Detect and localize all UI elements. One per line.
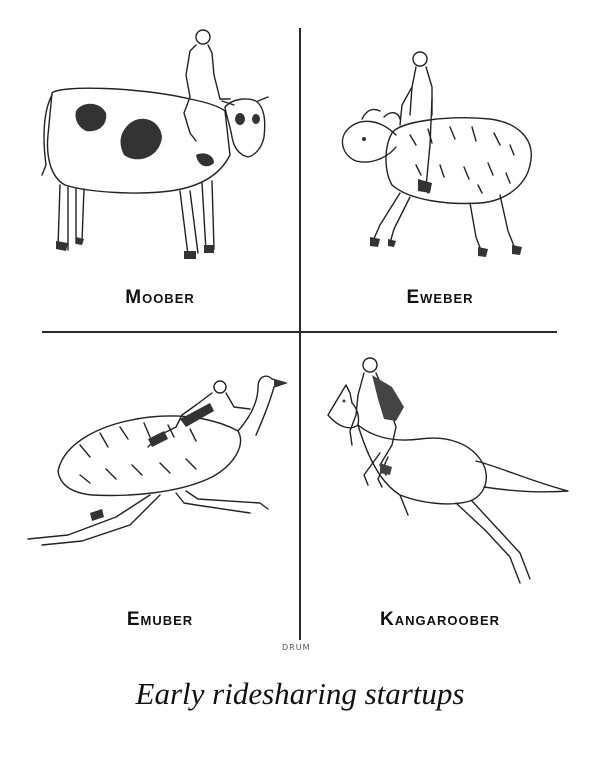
panel-label-moober: Moober	[125, 287, 195, 308]
panel-label-kangaroober: Kangaroober	[379, 609, 501, 630]
panel-moober: Moober	[20, 15, 300, 330]
cartoon-caption: Early ridesharing startups	[135, 676, 465, 711]
panel-emuber: Emuber	[20, 335, 300, 640]
artist-signature: DRUM	[282, 643, 311, 652]
kangaroo-with-rider-drawing	[327, 357, 569, 584]
vertical-divider	[299, 28, 301, 640]
panel-label-eweber: Eweber	[406, 287, 474, 308]
horizontal-divider	[42, 331, 557, 333]
panel-label-emuber: Emuber	[126, 609, 194, 630]
cow-with-rider-drawing	[41, 29, 269, 259]
panel-eweber: Eweber	[300, 15, 580, 330]
emu-with-rider-drawing	[27, 375, 288, 546]
sheep-with-rider-drawing	[341, 51, 532, 257]
panel-kangaroober: Kangaroober	[300, 335, 580, 640]
